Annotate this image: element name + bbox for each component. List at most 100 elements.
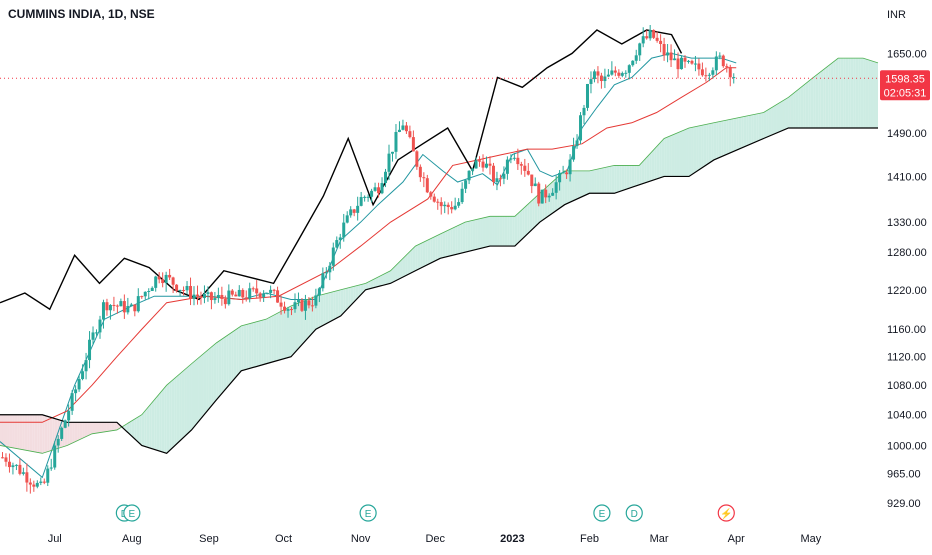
candle: [7, 453, 11, 473]
cloud-segment: [32, 414, 35, 452]
cloud-segment: [805, 81, 809, 128]
event-marker[interactable]: E: [593, 504, 611, 522]
cloud-segment: [271, 315, 274, 363]
cloud-segment: [37, 414, 40, 453]
candle-body: [296, 300, 300, 303]
cloud-segment: [286, 307, 289, 359]
cloud-segment: [201, 353, 204, 418]
candle: [101, 299, 105, 329]
candle-body: [178, 289, 182, 291]
candle: [105, 298, 109, 316]
candle-body: [303, 300, 307, 311]
candle: [129, 302, 133, 307]
candle-body: [537, 183, 541, 204]
candle-body: [67, 410, 71, 421]
time-axis[interactable]: Jul Aug Sep Oct Nov Dec 2023 Feb Mar Apr May: [0, 525, 932, 550]
candle-body: [551, 192, 555, 196]
cloud-segment: [435, 235, 438, 261]
candle: [422, 172, 426, 188]
candle: [307, 297, 311, 309]
cloud-segment: [465, 221, 468, 253]
candle: [223, 295, 227, 309]
candle: [258, 291, 262, 302]
candle-body: [157, 276, 161, 280]
candle-body: [728, 66, 732, 78]
cloud-segment: [106, 422, 110, 432]
event-marker[interactable]: ⚡: [717, 504, 735, 522]
cloud-segment: [599, 168, 602, 194]
event-marker[interactable]: D: [625, 504, 643, 522]
cloud-segment: [619, 165, 622, 192]
cloud-segment: [793, 91, 796, 128]
candle: [338, 233, 342, 249]
candle: [519, 161, 523, 175]
cloud-segment: [818, 71, 821, 128]
candle-body: [394, 131, 398, 152]
price-tag-background: [880, 70, 930, 101]
cloud-segment: [654, 146, 657, 180]
cloud-segment: [499, 216, 503, 247]
y-tick-label: 1330.00: [887, 217, 927, 229]
candle-body: [241, 289, 245, 298]
candle: [150, 286, 154, 292]
event-marker[interactable]: E: [359, 504, 377, 522]
candle-body: [457, 202, 461, 206]
cloud-segment: [129, 420, 132, 437]
candle-body: [429, 192, 433, 197]
x-tick-label: Jul: [48, 533, 62, 545]
cloud-segment: [850, 58, 854, 128]
candle-body: [432, 196, 436, 202]
candle-body: [624, 72, 628, 74]
event-marker[interactable]: E: [123, 504, 141, 522]
cloud-segment: [746, 115, 749, 146]
cloud-segment: [251, 322, 254, 368]
candle-body: [77, 379, 81, 390]
candle: [115, 304, 119, 314]
cloud-segment: [343, 288, 346, 314]
candle: [505, 156, 509, 180]
candle-body: [408, 131, 412, 138]
cloud-segment: [353, 285, 356, 303]
candle: [662, 37, 666, 61]
candle: [491, 162, 495, 186]
candle-body: [14, 464, 18, 466]
candle-body: [300, 300, 304, 311]
cloud-segment: [455, 225, 458, 255]
candle-body: [404, 125, 408, 132]
cloud-segment: [246, 323, 249, 370]
candle: [182, 286, 186, 296]
cloud-segment: [698, 125, 702, 170]
event-marker-circle: [717, 504, 735, 522]
candle: [725, 63, 729, 73]
cloud-segment: [42, 414, 45, 454]
cloud-segment: [487, 216, 490, 247]
cloud-segment: [688, 127, 692, 177]
candle-body: [509, 158, 513, 160]
candle-body: [596, 71, 600, 76]
candle-body: [565, 172, 569, 175]
candle: [631, 60, 635, 67]
candle: [81, 364, 85, 381]
cloud-segment: [226, 334, 229, 389]
candle-body: [49, 467, 53, 469]
event-marker-circle: [625, 504, 643, 522]
candle-body: [453, 205, 457, 210]
lagging-span-line: [0, 29, 683, 311]
candle: [512, 152, 516, 161]
x-tick-label: Feb: [580, 533, 599, 545]
candle-body: [147, 291, 151, 293]
cloud-segment: [203, 351, 207, 415]
candle-body: [512, 157, 516, 159]
event-markers[interactable]: DEEED⚡: [115, 504, 735, 522]
candle-body: [655, 37, 659, 41]
candle: [467, 170, 471, 185]
candle-body: [81, 371, 85, 380]
cloud-segment: [228, 332, 232, 386]
candle-body: [450, 207, 454, 210]
cloud-segment: [440, 232, 443, 259]
candle: [18, 458, 22, 476]
candle: [265, 292, 269, 295]
